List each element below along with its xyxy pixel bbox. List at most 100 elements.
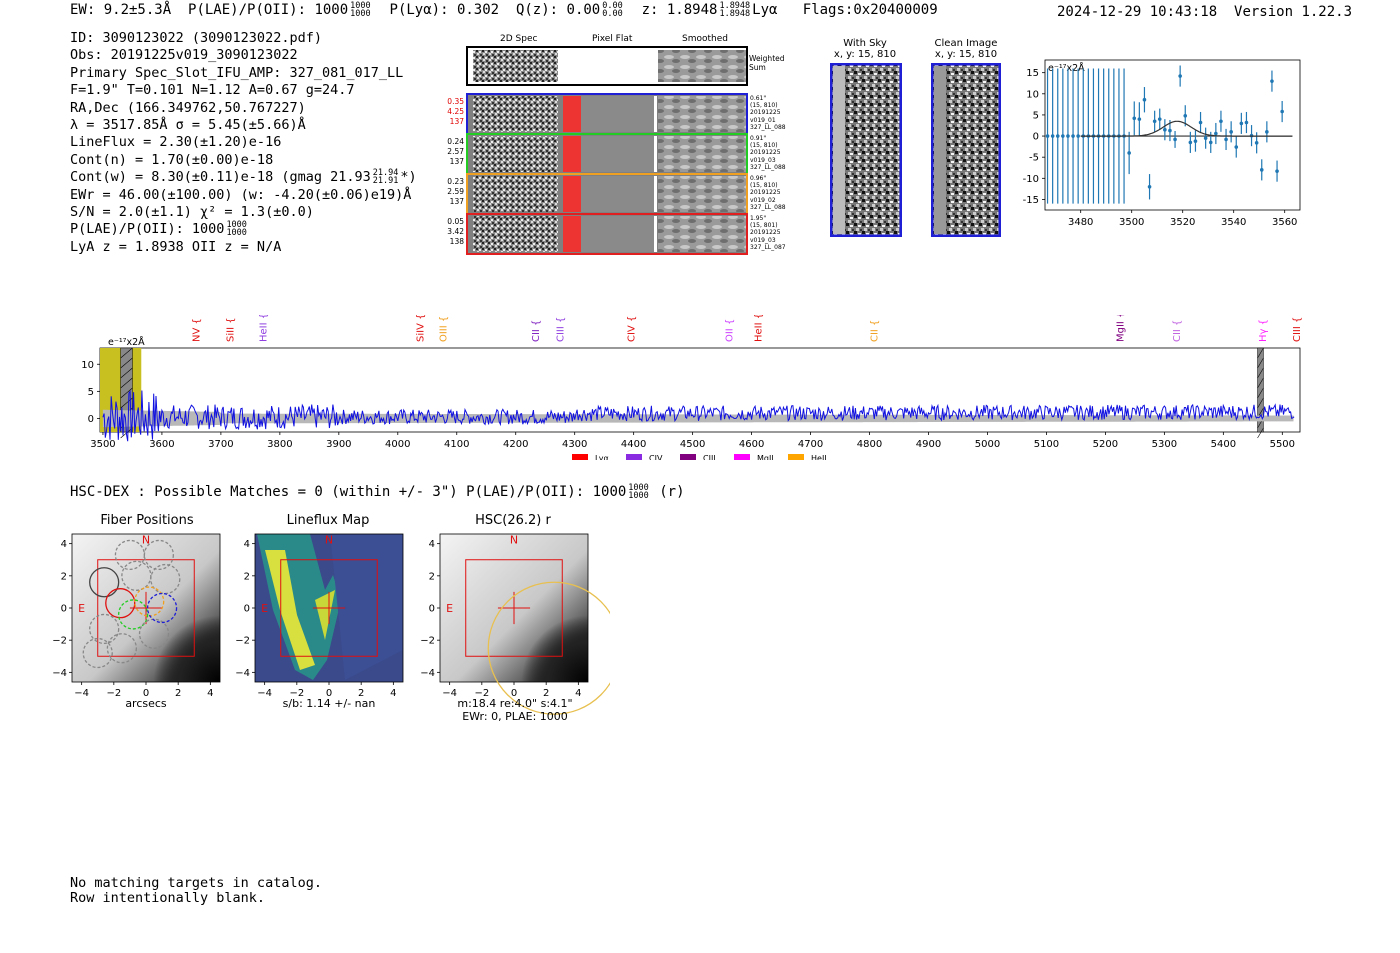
info-sn: S/N = 2.0(±1.1) χ² = 1.3(±0.0) — [70, 203, 314, 220]
zoom-point — [1219, 119, 1223, 124]
spectrum-xtick-label: 5300 — [1152, 439, 1177, 450]
info-ewr: EWr = 46.00(±100.00) (w: -4.20(±0.06)e19… — [70, 186, 412, 203]
lineflux-peak — [315, 590, 335, 640]
cutout-pixelflat — [581, 96, 656, 132]
panel-ytick-label: −2 — [235, 636, 250, 647]
hsc-line: HSC-DEX : Possible Matches = 0 (within +… — [70, 483, 685, 501]
fiber-circle — [82, 637, 113, 669]
zoom-point — [1152, 119, 1157, 124]
zoom-point — [1188, 140, 1193, 145]
zoom-point — [1050, 134, 1055, 138]
clean-image — [931, 63, 1001, 237]
spectrum-xtick-label: 5200 — [1093, 439, 1118, 450]
cutout-smoothed — [658, 216, 746, 252]
cutout-row-values: 0.24 2.57 137 — [447, 137, 464, 166]
with-sky-image — [830, 63, 902, 237]
masked-band-hatch — [1257, 427, 1264, 439]
panel-ytick-label: 0 — [244, 604, 250, 615]
emission-line-label: SiIV { — [415, 315, 426, 342]
zoom-point — [1265, 130, 1269, 134]
panel-xtick-label: 2 — [358, 688, 364, 699]
timestamp: 2024-12-29 10:43:18 — [1057, 4, 1218, 20]
zoom-ytick-label: 15 — [1026, 68, 1039, 79]
galaxy-ellipse — [487, 581, 610, 715]
emission-line-label: HeII { — [753, 315, 764, 342]
zoom-ytick-label: 0 — [1033, 132, 1039, 143]
panel-ytick-label: 2 — [429, 571, 435, 582]
emission-line-label: NV { — [192, 318, 203, 342]
panel-ytick-label: 4 — [429, 539, 435, 550]
emission-line-label: SiII { — [225, 317, 236, 342]
panel-xtick-label: 0 — [511, 688, 517, 699]
fiber-circle — [89, 567, 120, 598]
cutout-svg — [466, 46, 748, 255]
cutout-2dspec — [473, 176, 558, 212]
panel-xtick-label: −2 — [474, 688, 489, 699]
cutout-row-values: 0.35 4.25 137 — [447, 97, 464, 126]
zoom-xtick-label: 3500 — [1119, 217, 1144, 228]
legend-swatch — [734, 454, 750, 460]
zoom-point — [1142, 97, 1147, 102]
info-radec: RA,Dec (166.349762,50.767227) — [70, 99, 306, 116]
panel-ytick-label: −4 — [52, 668, 67, 679]
spectrum-ylabel: e⁻¹⁷x2Å — [108, 336, 145, 348]
spectrum-xtick-label: 3700 — [208, 439, 233, 450]
zoom-point — [1203, 136, 1208, 140]
fiber-circle — [106, 633, 137, 664]
panel-xtick-label: 2 — [543, 688, 549, 699]
masked-band-hatch — [120, 387, 133, 399]
zoom-point — [1147, 184, 1152, 189]
fiber-circle — [89, 613, 120, 645]
spectrum-xtick-label: 3800 — [267, 439, 292, 450]
legend-label: CIII — [703, 454, 716, 460]
panel-ytick-label: 0 — [429, 604, 435, 615]
zoom-point — [1055, 134, 1060, 138]
cutout-row-frame — [466, 213, 748, 255]
panel-ytick-label: 4 — [61, 539, 67, 550]
spectrum-ytick-label: 0 — [88, 414, 94, 425]
lineflux-xlabel: s/b: 1.14 +/- nan — [282, 697, 376, 710]
zoom-point — [1178, 74, 1182, 78]
emission-line-label: CII { — [531, 320, 542, 342]
flux-spectrum — [102, 389, 1295, 442]
panel-xtick-label: 0 — [143, 688, 149, 699]
panel-ytick-label: −2 — [52, 636, 67, 647]
zoom-point — [1254, 141, 1259, 145]
emission-line-label: MgII { — [1116, 315, 1127, 342]
cutout-row-meta: 0.61" (15, 810) 20191225 v019_01 327_LL_088 — [750, 95, 786, 131]
plya-value: P(Lyα): 0.302 — [389, 2, 500, 18]
spectrum-xtick-label: 4300 — [562, 439, 587, 450]
masked-band-hatch — [1257, 387, 1264, 399]
info-contw: Cont(w) = 8.30(±0.11)e-18 (gmag 21.93 21.… — [70, 168, 417, 187]
cutout-row-values: 0.05 3.42 138 — [447, 217, 464, 246]
lineflux-title: Lineflux Map — [286, 513, 370, 528]
clean-title: Clean Image x, y: 15, 810 — [934, 38, 998, 60]
plae-value: P(LAE)/P(OII): 1000 — [188, 2, 349, 18]
spectrum-xtick-label: 4600 — [739, 439, 764, 450]
header-line: EW: 9.2±5.3Å P(LAE)/P(OII): 1000 1000 1000… — [70, 1, 938, 19]
cutout-pixelflat — [581, 136, 656, 172]
cutout-divider — [654, 136, 657, 172]
cutout-row-meta: 0.96" (15, 810) 20191225 v019_02 327_LL_088 — [750, 175, 786, 211]
east-label: E — [446, 602, 453, 615]
spectrum-xtick-label: 5100 — [1034, 439, 1059, 450]
zoom-point — [1071, 134, 1075, 138]
zoom-point — [1132, 116, 1137, 121]
info-lineflux: LineFlux = 2.30(±1.20)e-16 — [70, 134, 282, 151]
spectrum-xtick-label: 3500 — [90, 439, 115, 450]
spectrum-xtick-label: 4500 — [680, 439, 705, 450]
info-primary: Primary Spec_Slot_IFU_AMP: 327_081_017_L… — [70, 64, 404, 81]
zoom-point — [1229, 130, 1233, 134]
cutout-lya-marker — [563, 216, 581, 252]
panel-2: N E −4 −4 −2 −2 0 0 2 2 4 4 — [420, 533, 610, 715]
emission-line-label: OII { — [724, 319, 735, 342]
emission-line-label: CIII { — [1292, 317, 1303, 342]
panels-svg: N E −4 −4 −2 −2 0 0 2 2 4 4 N E −4 −4 −2 −2 0 0 2 2 4 4 N E −4 −4 −2… — [52, 533, 610, 715]
cutout-2dspec — [473, 216, 558, 252]
cutout-smoothed — [658, 136, 746, 172]
catalog-note-line1: No matching targets in catalog. — [70, 875, 322, 891]
legend-label: HeII — [811, 454, 827, 460]
weighted-smoothed — [658, 50, 746, 82]
zoom-point — [1244, 120, 1249, 125]
panel-xtick-label: 2 — [175, 688, 181, 699]
